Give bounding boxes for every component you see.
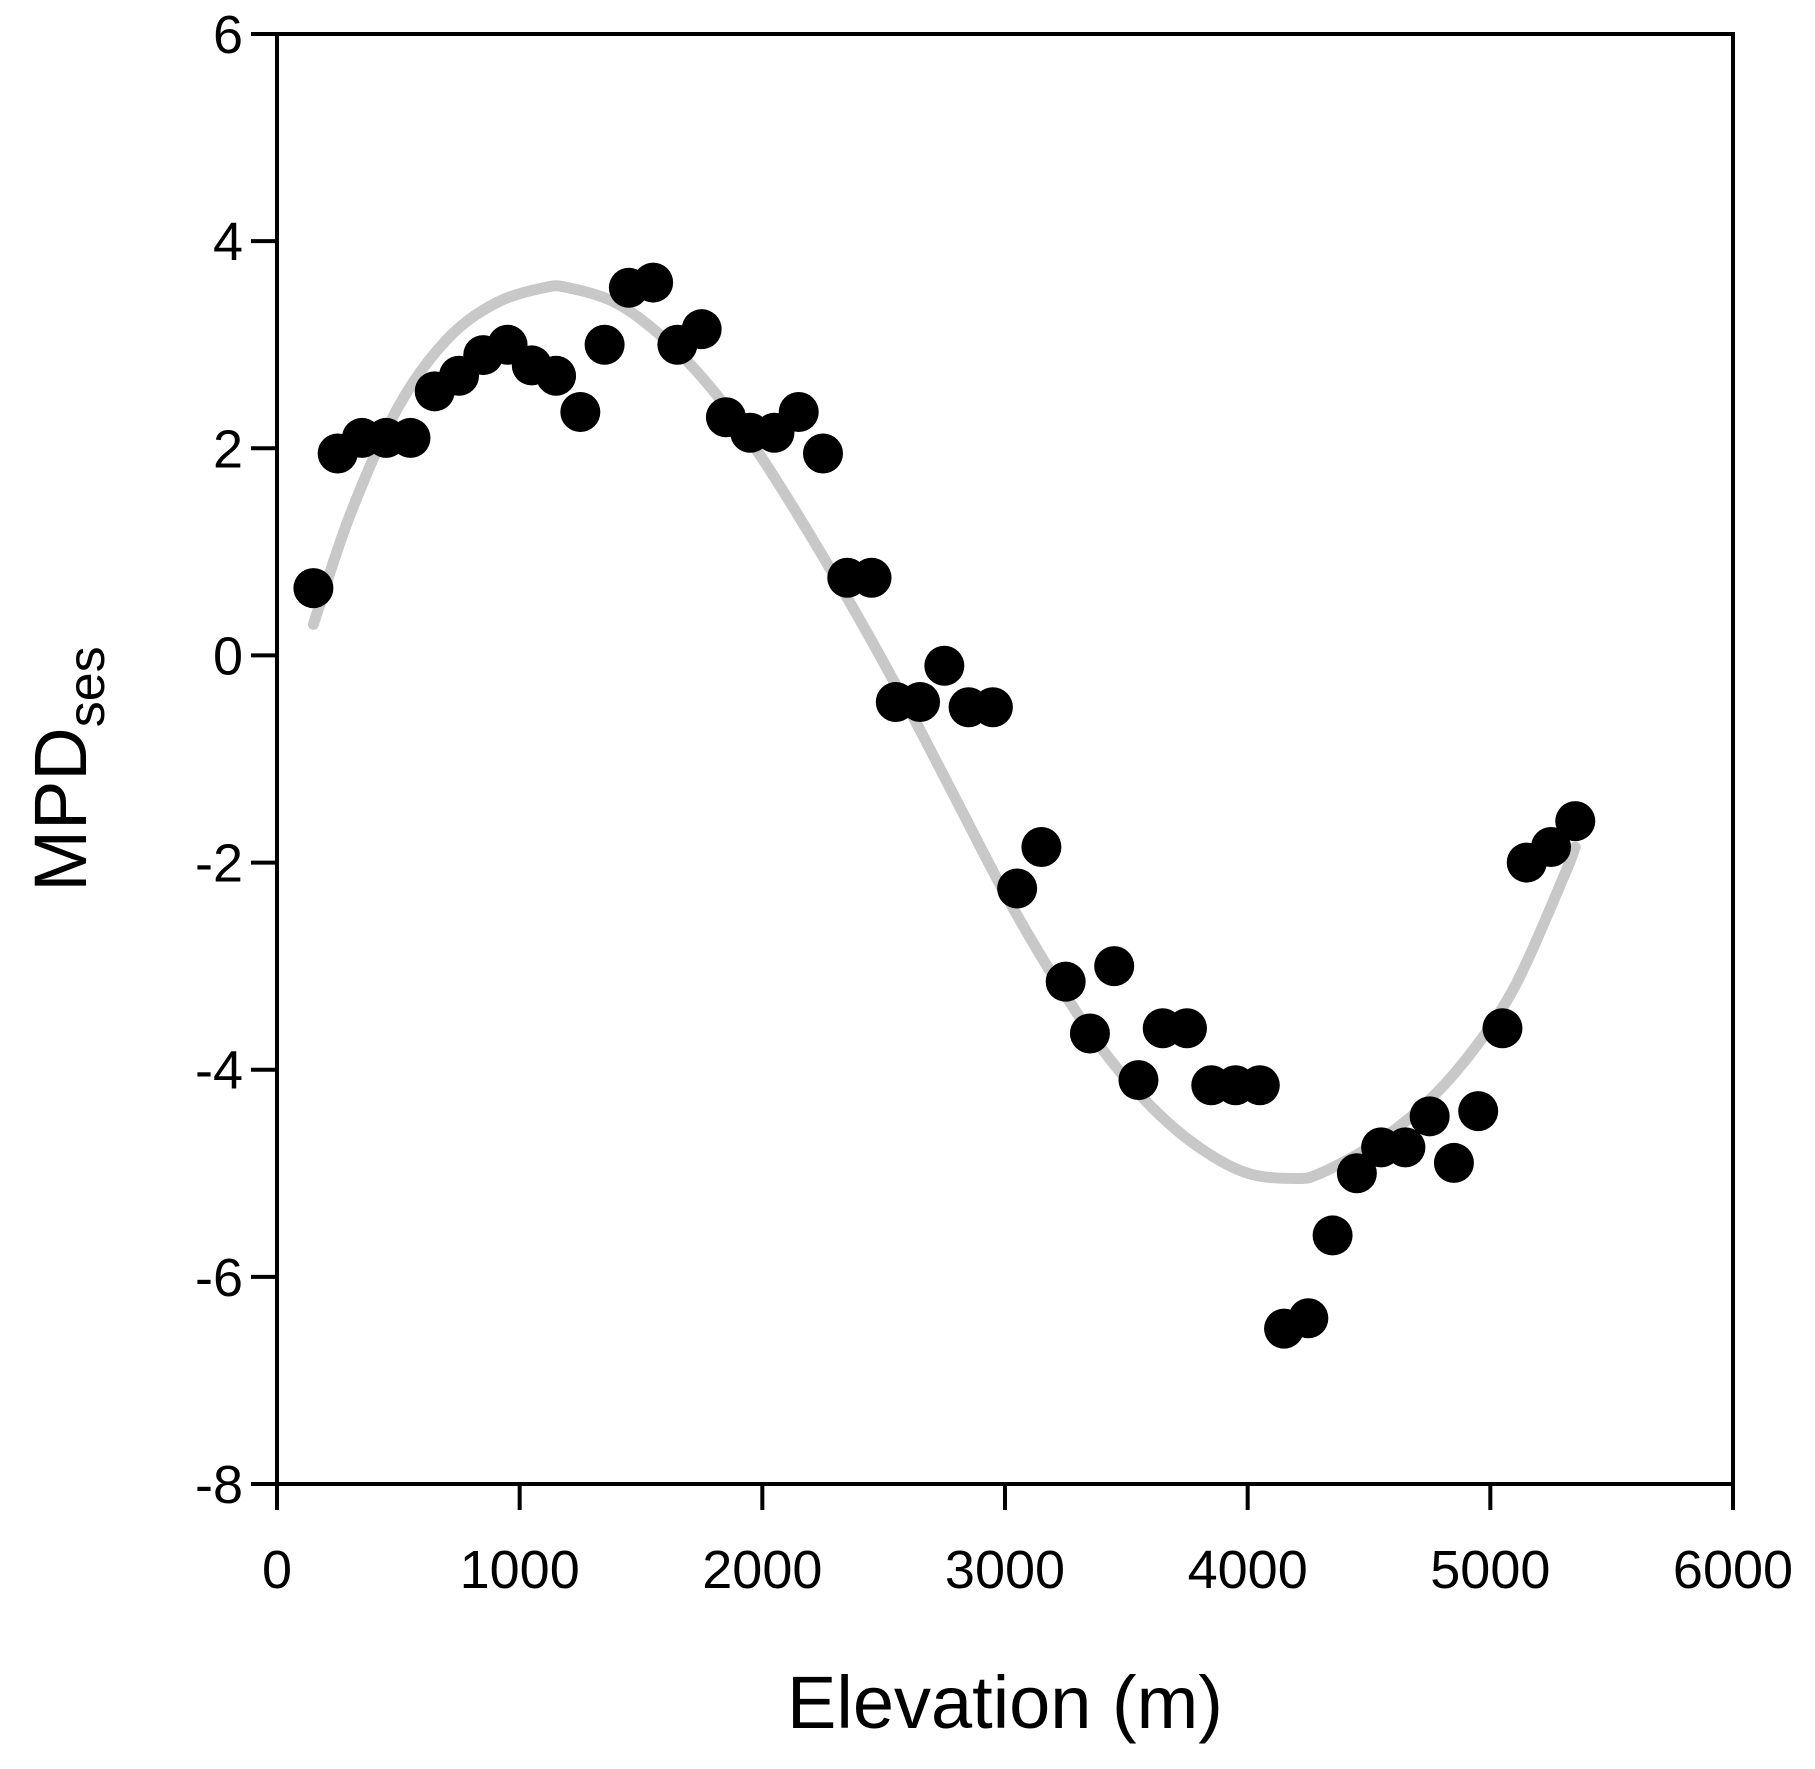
data-point	[1069, 1013, 1110, 1054]
y-axis-title-subscript: ses	[58, 646, 116, 727]
y-tick-label: 0	[213, 626, 243, 686]
plot-frame	[275, 32, 1735, 1486]
x-tick-label: 6000	[1673, 1540, 1793, 1600]
x-axis-title: Elevation (m)	[787, 1661, 1223, 1744]
fit-curve-layer	[307, 280, 1581, 1184]
x-tick-label: 3000	[945, 1540, 1065, 1600]
data-point	[1312, 1215, 1353, 1256]
y-axis-ticks: -8 -6 -4 -2 0 2 4 6	[195, 5, 277, 1515]
y-tick-label: -2	[195, 834, 243, 894]
y-tick-label: -4	[195, 1041, 243, 1101]
data-point	[851, 557, 892, 598]
data-points-layer	[293, 262, 1596, 1349]
data-point	[560, 392, 601, 433]
data-point	[997, 868, 1038, 909]
data-point	[584, 324, 625, 365]
y-tick-label: -8	[195, 1455, 243, 1515]
x-tick-label: 0	[262, 1540, 292, 1600]
data-point	[1288, 1298, 1329, 1339]
x-axis-ticks: 0 1000 2000 3000 4000 5000 6000	[262, 1484, 1793, 1600]
x-tick-label: 5000	[1430, 1540, 1550, 1600]
data-point	[1531, 827, 1571, 868]
data-point	[778, 392, 819, 433]
y-tick-label: -6	[195, 1248, 243, 1308]
data-point	[1045, 961, 1086, 1002]
data-point	[1167, 1008, 1207, 1049]
data-point	[293, 568, 334, 609]
data-point	[924, 645, 965, 686]
data-point	[536, 355, 577, 396]
y-tick-label: 2	[213, 419, 243, 479]
data-point	[1094, 946, 1135, 987]
data-point	[1239, 1065, 1280, 1106]
y-tick-label: 6	[213, 5, 243, 65]
data-point	[1336, 1153, 1377, 1194]
data-point	[1385, 1127, 1426, 1168]
data-point	[681, 309, 722, 350]
data-point	[1021, 827, 1062, 868]
data-point	[1458, 1091, 1499, 1132]
x-tick-label: 2000	[702, 1540, 822, 1600]
data-point	[1482, 1008, 1523, 1049]
data-point	[900, 682, 941, 723]
fit-curve	[307, 280, 1581, 1184]
data-point	[390, 417, 431, 458]
x-tick-label: 1000	[460, 1540, 580, 1600]
data-point	[1555, 801, 1596, 842]
y-axis-title-main: MPD	[19, 727, 102, 891]
data-point	[633, 262, 674, 303]
data-point	[1433, 1142, 1474, 1183]
y-axis-title: MPDses	[19, 646, 116, 891]
data-point	[1409, 1096, 1450, 1137]
data-point	[1118, 1060, 1159, 1101]
y-tick-label: 4	[213, 212, 243, 272]
x-tick-label: 4000	[1188, 1540, 1308, 1600]
data-point	[972, 687, 1013, 728]
data-point	[803, 433, 843, 474]
